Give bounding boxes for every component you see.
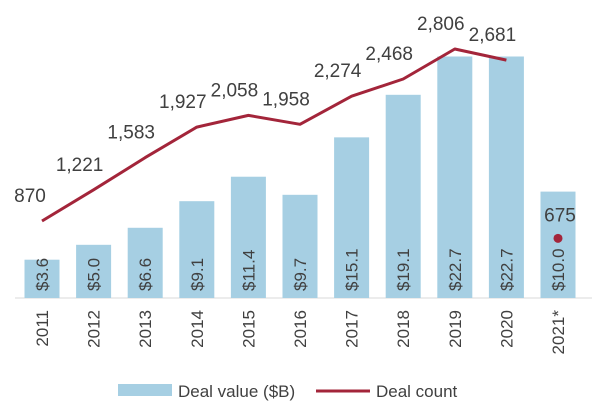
deal-count-label-2012: 1,221 bbox=[56, 155, 104, 176]
bar-2017 bbox=[334, 137, 370, 298]
legend-line-label: Deal count bbox=[376, 382, 458, 401]
bar-2021* bbox=[540, 191, 576, 298]
bar-value-label-2021*: $10.0 bbox=[549, 248, 568, 291]
x-tick-2019: 2019 bbox=[446, 310, 465, 348]
bar-value-label-2014: $9.1 bbox=[188, 258, 207, 291]
bars bbox=[24, 56, 576, 298]
deal-count-label-2020: 2,681 bbox=[469, 25, 517, 46]
deal-count-label-2013: 1,583 bbox=[107, 123, 155, 144]
x-tick-2012: 2012 bbox=[85, 310, 104, 348]
x-tick-2020: 2020 bbox=[497, 310, 516, 348]
deal-count-label-2015: 2,058 bbox=[211, 80, 259, 101]
bar-2011 bbox=[24, 259, 60, 298]
deal-count-label-2017: 2,274 bbox=[314, 61, 362, 82]
bar-value-label-2019: $22.7 bbox=[446, 248, 465, 291]
x-tick-2015: 2015 bbox=[239, 310, 258, 348]
bar-value-label-2011: $3.6 bbox=[33, 258, 52, 291]
deal-count-label-2014: 1,927 bbox=[159, 92, 207, 113]
x-tick-2014: 2014 bbox=[188, 310, 207, 348]
bar-value-label-2020: $22.7 bbox=[497, 248, 516, 291]
deal-count-line-group bbox=[41, 47, 563, 243]
x-tick-2021*: 2021* bbox=[549, 310, 568, 355]
deal-count-label-2018: 2,468 bbox=[365, 44, 413, 65]
x-tick-2018: 2018 bbox=[394, 310, 413, 348]
x-tick-2013: 2013 bbox=[136, 310, 155, 348]
bar-value-label-2018: $19.1 bbox=[394, 248, 413, 291]
bar-2016 bbox=[282, 194, 318, 298]
legend: Deal value ($B) Deal count bbox=[118, 382, 458, 401]
deal-count-line bbox=[41, 47, 507, 223]
bar-value-label-2017: $15.1 bbox=[343, 248, 362, 291]
bar-2013 bbox=[127, 227, 163, 298]
bar-value-label-2012: $5.0 bbox=[85, 258, 104, 291]
deal-count-label-2019: 2,806 bbox=[417, 14, 465, 35]
x-tick-2017: 2017 bbox=[343, 310, 362, 348]
legend-bar-swatch bbox=[118, 384, 172, 396]
bar-2018 bbox=[385, 94, 421, 298]
bar-value-label-2015: $11.4 bbox=[239, 250, 258, 291]
bar-value-labels: $3.6 $5.0 $6.6 $9.1 $11.4 $9.7 $15.1 $19.1 $22.7… bbox=[33, 248, 568, 291]
bar-value-label-2013: $6.6 bbox=[136, 258, 155, 291]
x-tick-labels: 2011 2012 2013 2014 2015 2016 2017 2018 2019 2020… bbox=[33, 310, 568, 355]
bar-2015 bbox=[230, 176, 266, 298]
bar-2019 bbox=[437, 56, 473, 298]
bar-2020 bbox=[488, 56, 524, 298]
bar-2014 bbox=[179, 201, 215, 298]
x-tick-2016: 2016 bbox=[291, 310, 310, 348]
x-tick-2011: 2011 bbox=[33, 310, 52, 347]
deal-count-label-2021*: 675 bbox=[544, 205, 576, 226]
deal-count-label-2011: 870 bbox=[14, 186, 46, 207]
legend-bar-label: Deal value ($B) bbox=[178, 382, 295, 401]
bar-value-label-2016: $9.7 bbox=[291, 258, 310, 291]
bar-2012 bbox=[76, 244, 112, 298]
deal-count-marker-2021* bbox=[553, 233, 563, 243]
deal-count-label-2016: 1,958 bbox=[262, 89, 310, 110]
